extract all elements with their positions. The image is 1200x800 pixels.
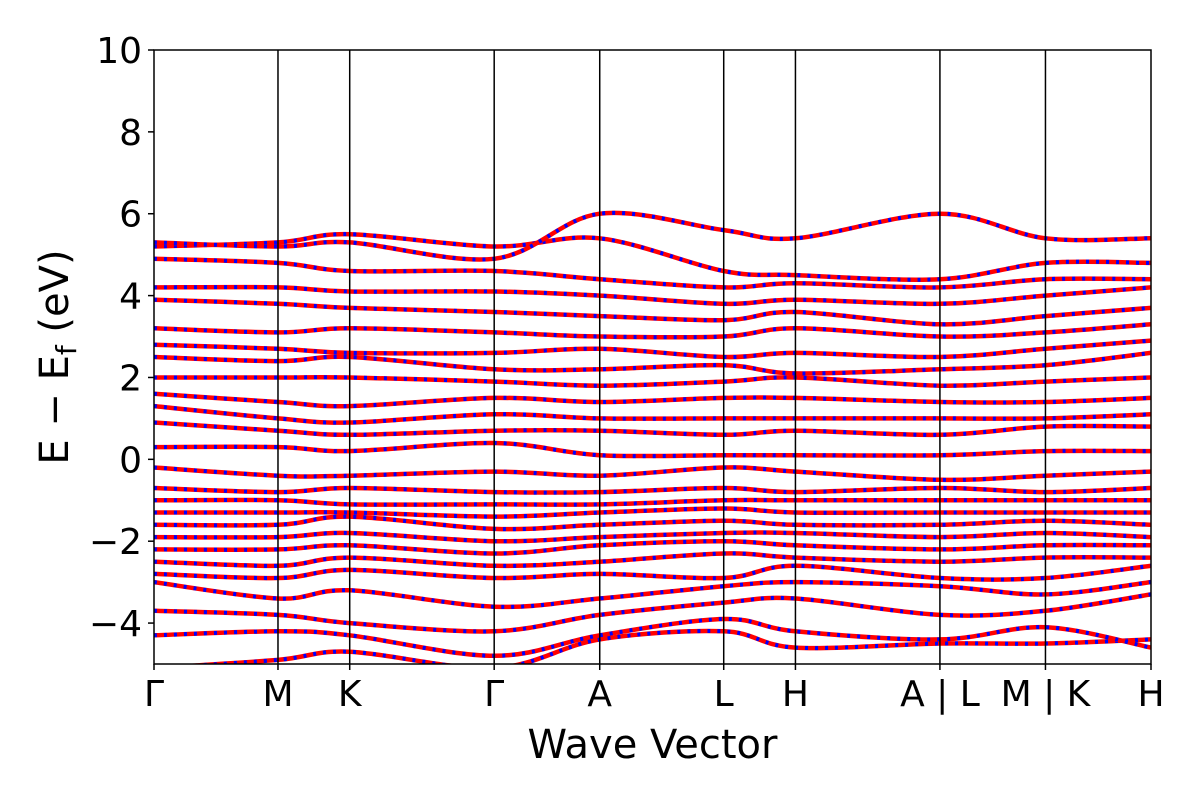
y-axis-label-sub: f: [50, 344, 83, 355]
band-line-19-spin-down: [154, 338, 1151, 360]
band-line-12-spin-down: [154, 465, 1151, 482]
y-tick-label-4: 2: [119, 358, 142, 399]
y-axis-ticks: 10 8 6 4 2 0 −2 −4: [89, 31, 154, 645]
y-tick-label-0: 10: [96, 31, 142, 72]
plot-frame: [153, 49, 1152, 665]
band-line-3-spin-down: [154, 580, 1151, 609]
x-axis-label: Wave Vector: [528, 722, 779, 768]
x-tick-label-2: K: [338, 674, 363, 715]
band-line-6-spin-up: [154, 538, 1151, 556]
y-tick-label-3: 4: [119, 277, 142, 318]
band-line-18-spin-up: [154, 350, 1151, 376]
band-line-15-spin-down: [154, 404, 1151, 425]
band-line-7-spin-up: [154, 530, 1151, 544]
y-tick-label-2: 6: [119, 195, 142, 236]
x-tick-label-8: M | K: [1001, 674, 1092, 715]
kpoint-lines: [277, 50, 1047, 664]
x-tick-label-4: A: [587, 674, 612, 715]
band-line-7-spin-down: [154, 530, 1151, 544]
band-line-14-spin-down: [154, 420, 1151, 437]
plot-area: [154, 210, 1151, 664]
band-line-8-spin-up: [154, 514, 1151, 532]
band-line-0-spin-down: [187, 628, 1151, 664]
band-line-24-spin-up: [154, 231, 1151, 282]
band-line-21-spin-down: [154, 297, 1151, 327]
band-line-1-spin-up: [154, 616, 1151, 659]
band-line-23-spin-down: [154, 256, 1151, 290]
band-line-20-spin-down: [154, 322, 1151, 340]
band-line-11-spin-up: [154, 485, 1151, 495]
band-line-13-spin-down: [154, 440, 1151, 459]
band-line-18-spin-down: [154, 350, 1151, 376]
band-line-9-spin-down: [154, 506, 1151, 519]
band-line-12-spin-up: [154, 465, 1151, 483]
x-tick-label-1: M: [262, 674, 293, 715]
band-line-23-spin-up: [154, 256, 1151, 290]
band-line-16-spin-down: [154, 391, 1151, 409]
band-line-11-spin-down: [154, 485, 1151, 495]
band-line-10-spin-up: [154, 497, 1151, 507]
band-line-4-spin-up: [154, 563, 1151, 582]
band-line-5-spin-up: [154, 551, 1151, 569]
x-axis-ticks: Γ M K Γ A L H A | L M | K H: [144, 664, 1165, 715]
band-line-25-spin-down: [154, 210, 1151, 262]
band-line-1-spin-down: [154, 616, 1151, 658]
band-line-17-spin-up: [154, 374, 1151, 389]
band-line-14-spin-up: [154, 420, 1151, 438]
band-line-19-spin-up: [154, 338, 1151, 360]
band-line-22-spin-down: [154, 285, 1151, 306]
band-line-24-spin-down: [154, 232, 1151, 282]
band-line-20-spin-up: [154, 322, 1151, 340]
x-tick-label-6: H: [782, 674, 809, 715]
y-tick-label-7: −4: [89, 604, 142, 645]
band-line-9-spin-up: [154, 506, 1151, 519]
band-line-17-spin-down: [154, 375, 1151, 388]
y-axis-label: E − Ef (eV): [32, 249, 83, 464]
y-tick-label-6: −2: [89, 522, 142, 563]
x-tick-label-3: Γ: [484, 674, 504, 715]
x-tick-label-0: Γ: [144, 674, 164, 715]
x-tick-label-9: H: [1137, 674, 1164, 715]
x-tick-label-5: L: [714, 674, 734, 715]
y-tick-label-1: 8: [119, 113, 142, 154]
band-line-16-spin-up: [154, 391, 1151, 409]
band-line-6-spin-down: [154, 539, 1151, 556]
x-tick-label-7: A | L: [900, 674, 980, 715]
y-axis-label-unit: (eV): [32, 249, 78, 345]
band-line-2-spin-down: [154, 592, 1151, 634]
band-line-0-spin-up: [183, 628, 1151, 664]
band-line-10-spin-down: [154, 497, 1151, 507]
y-tick-label-5: 0: [119, 440, 142, 481]
band-line-5-spin-down: [154, 551, 1151, 568]
y-axis-label-main: E − E: [32, 355, 78, 465]
band-line-22-spin-up: [154, 284, 1151, 307]
band-line-4-spin-down: [154, 563, 1151, 582]
band-line-13-spin-up: [154, 440, 1151, 459]
band-line-21-spin-up: [154, 297, 1151, 327]
band-line-8-spin-down: [154, 514, 1151, 532]
